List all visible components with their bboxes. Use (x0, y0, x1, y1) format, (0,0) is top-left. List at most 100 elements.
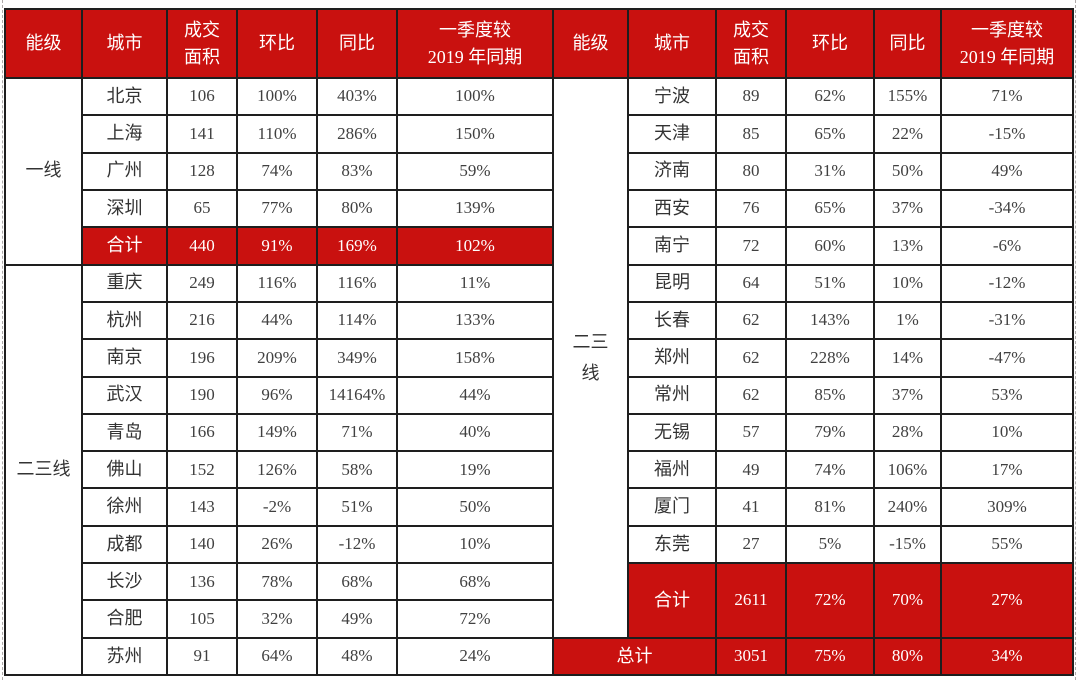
value-cell: 196 (166, 338, 238, 378)
value-cell: 68% (396, 562, 554, 602)
tier-label: 二三线 (16, 458, 71, 479)
city-cell: 昆明 (627, 263, 717, 303)
value-cell: 80 (715, 151, 787, 191)
value-cell: 62 (715, 375, 787, 415)
value-cell: 96% (236, 375, 318, 415)
value-cell: 65% (785, 188, 875, 229)
city-cell: 青岛 (81, 412, 168, 453)
value-cell: 13% (873, 226, 942, 266)
value-cell: 89 (715, 76, 787, 117)
table-row: 武汉 190 96% 14164% 44% 常州 62 85% 37% 53% (5, 375, 1074, 415)
value-cell: 141 (166, 114, 238, 154)
city-cell: 深圳 (81, 188, 168, 229)
value-cell: 10% (873, 263, 942, 303)
grand-total-value-cell: 34% (940, 636, 1074, 677)
value-cell: 116% (236, 263, 318, 303)
table-row: 佛山 152 126% 58% 19% 福州 49 74% 106% 17% (5, 450, 1074, 490)
value-cell: 10% (396, 524, 554, 565)
city-cell: 济南 (627, 151, 717, 191)
value-cell: 50% (396, 487, 554, 527)
subtotal-value-cell: 72% (785, 562, 875, 639)
city-cell: 宁波 (627, 76, 717, 117)
value-cell: -12% (316, 524, 398, 565)
value-cell: -2% (236, 487, 318, 527)
subtotal-label-cell: 合计 (627, 562, 717, 639)
value-cell: 59% (396, 151, 554, 191)
value-cell: 105 (166, 599, 238, 639)
tier-cell: 一线 (4, 77, 83, 266)
city-cell: 常州 (627, 375, 717, 415)
value-cell: 49 (715, 450, 787, 490)
value-cell: 44% (396, 375, 554, 415)
city-cell: 长春 (627, 300, 717, 341)
city-cell: 广州 (81, 151, 168, 191)
header-cell-tier-left: 能级 (4, 8, 83, 79)
value-cell: 74% (785, 450, 875, 490)
value-cell: 166 (166, 412, 238, 453)
city-cell: 杭州 (81, 300, 168, 341)
tier-label: 二三线 (572, 332, 609, 383)
tier-label: 一线 (25, 160, 62, 181)
value-cell: 64% (236, 636, 318, 677)
value-cell: -15% (873, 524, 942, 565)
value-cell: 139% (396, 188, 554, 229)
value-cell: -47% (940, 338, 1074, 378)
table-row: 一线 北京 106 100% 403% 100% 二三线 宁波 89 62% 155% 71% (4, 76, 1074, 639)
header-row: 能级 城市 成交 面积 环比 同比 一季度较 2019 年同期 能级 城市 成交… (4, 8, 1074, 79)
value-cell: 55% (940, 524, 1074, 565)
value-cell: 58% (316, 450, 398, 490)
value-cell: 78% (236, 562, 318, 602)
city-cell: 天津 (627, 114, 717, 154)
value-cell: 140 (166, 524, 238, 565)
city-cell: 武汉 (81, 375, 168, 415)
city-cell: 福州 (627, 450, 717, 490)
value-cell: 100% (236, 76, 318, 117)
page-break-line-right (1075, 0, 1076, 680)
tier-cell: 二三线 (552, 77, 629, 639)
table-row: 徐州 143 -2% 51% 50% 厦门 41 81% 240% 309% (5, 487, 1074, 527)
value-cell: 37% (873, 375, 942, 415)
value-cell: 11% (396, 263, 554, 303)
value-cell: 44% (236, 300, 318, 341)
value-cell: 83% (316, 151, 398, 191)
value-cell: 26% (236, 524, 318, 565)
value-cell: 80% (316, 188, 398, 229)
value-cell: 249 (166, 263, 238, 303)
table-row: 广州 128 74% 83% 59% 济南 80 31% 50% 49% (5, 151, 1074, 191)
value-cell: 309% (940, 487, 1074, 527)
value-cell: 24% (396, 636, 554, 677)
value-cell: 10% (940, 412, 1074, 453)
header-cell-mom-right: 环比 (785, 8, 875, 79)
value-cell: 91 (166, 636, 238, 677)
city-cell: 苏州 (81, 636, 168, 677)
header-cell-tier-right: 能级 (552, 8, 629, 79)
table-row: 苏州 91 64% 48% 24% 总计 3051 75% 80% 34% (5, 636, 1074, 677)
city-cell: 无锡 (627, 412, 717, 453)
value-cell: 240% (873, 487, 942, 527)
value-cell: 133% (396, 300, 554, 341)
table-body: 一线 北京 106 100% 403% 100% 二三线 宁波 89 62% 155% 71% 上海 14… (4, 76, 1074, 677)
city-cell: 北京 (81, 76, 168, 117)
header-cell-vs2019-left: 一季度较 2019 年同期 (396, 8, 554, 79)
table-row: 上海 141 110% 286% 150% 天津 85 65% 22% -15% (5, 114, 1074, 154)
grand-total-label-cell: 总计 (552, 636, 717, 677)
subtotal-value-cell: 169% (316, 226, 398, 266)
table-row: 杭州 216 44% 114% 133% 长春 62 143% 1% -31% (5, 300, 1074, 341)
value-cell: 116% (316, 263, 398, 303)
value-cell: 28% (873, 412, 942, 453)
subtotal-value-cell: 70% (873, 562, 942, 639)
value-cell: 51% (785, 263, 875, 303)
city-cell: 郑州 (627, 338, 717, 378)
value-cell: 228% (785, 338, 875, 378)
value-cell: 60% (785, 226, 875, 266)
value-cell: 40% (396, 412, 554, 453)
subtotal-value-cell: 440 (166, 226, 238, 266)
city-transaction-table: 能级 城市 成交 面积 环比 同比 一季度较 2019 年同期 能级 城市 成交… (4, 8, 1074, 677)
value-cell: 72 (715, 226, 787, 266)
city-cell: 南宁 (627, 226, 717, 266)
value-cell: 71% (940, 76, 1074, 117)
city-cell: 长沙 (81, 562, 168, 602)
value-cell: 128 (166, 151, 238, 191)
subtotal-value-cell: 91% (236, 226, 318, 266)
city-cell: 东莞 (627, 524, 717, 565)
